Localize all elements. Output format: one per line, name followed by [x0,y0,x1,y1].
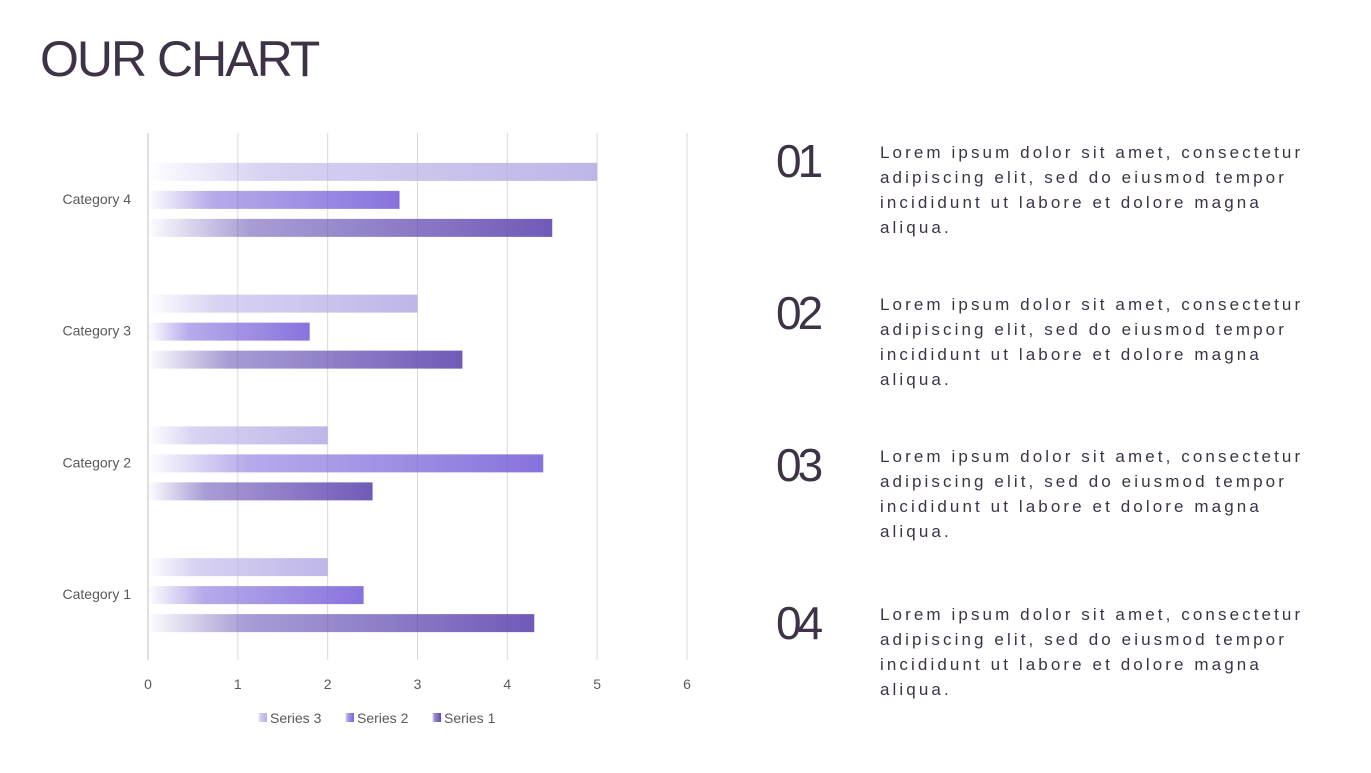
x-tick-label: 3 [414,676,422,692]
bar-series-1 [149,482,373,501]
item-number: 03 [776,439,823,491]
x-tick-label: 0 [144,676,152,692]
category-label: Category 1 [63,586,132,602]
bar-series-3 [149,426,328,445]
legend-label: Series 1 [444,710,496,726]
x-tick-label: 6 [683,676,691,692]
legend-swatch [345,713,354,722]
bar-series-3 [149,162,598,181]
category-label: Category 3 [63,323,132,339]
bar-series-3 [149,294,418,313]
page-title: OUR CHART [40,31,320,87]
x-tick-label: 4 [503,676,511,692]
bar-series-2 [149,454,544,473]
bar-series-3 [149,558,328,577]
legend-label: Series 2 [357,710,409,726]
category-label: Category 2 [63,454,132,470]
bar-series-2 [149,586,364,605]
item-text: Lorem ipsum dolor sit amet, consectetur … [880,605,1304,699]
bar-series-2 [149,190,400,209]
x-tick-label: 5 [593,676,601,692]
bar-series-1 [149,350,463,369]
bar-series-1 [149,614,535,633]
bar-chart: 0 1 2 3 4 5 6 Category 1 Category 2 Category 3 Cat… [63,133,691,726]
legend-label: Series 3 [270,710,322,726]
category-label: Category 4 [63,191,132,207]
item-number: 02 [776,287,823,339]
x-tick-label: 1 [234,676,242,692]
item-text: Lorem ipsum dolor sit amet, consectetur … [880,447,1304,541]
item-text: Lorem ipsum dolor sit amet, consectetur … [880,143,1304,237]
x-tick-label: 2 [324,676,332,692]
item-text: Lorem ipsum dolor sit amet, consectetur … [880,295,1304,389]
bar-series-2 [149,322,310,341]
bar-series-1 [149,218,553,237]
legend-swatch [258,713,267,722]
item-number: 04 [776,597,823,649]
item-number: 01 [776,135,823,187]
legend-swatch [432,713,441,722]
